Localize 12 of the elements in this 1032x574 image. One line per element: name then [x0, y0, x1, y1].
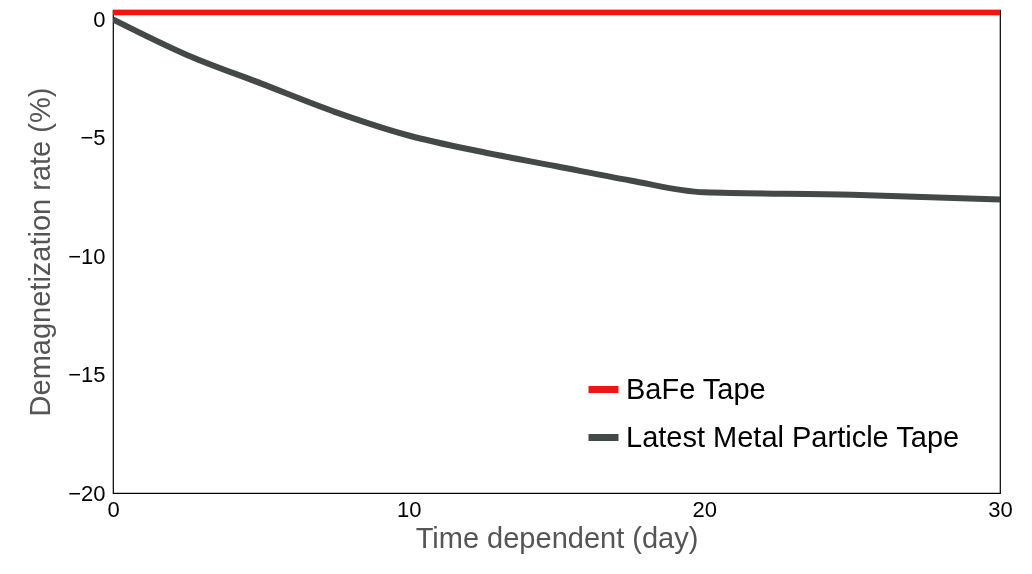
y-tick-label: −10 [68, 243, 106, 269]
y-tick-label: −15 [68, 362, 106, 388]
y-tick-label: 0 [93, 6, 106, 32]
x-tick-label: 10 [396, 496, 422, 522]
legend-label: Latest Metal Particle Tape [626, 420, 960, 453]
y-axis-title: Demagnetization rate (%) [24, 87, 57, 417]
y-tick-label: −20 [68, 480, 106, 506]
y-tick-label: −5 [80, 125, 106, 151]
legend-label: BaFe Tape [626, 372, 766, 405]
x-tick-label: 30 [988, 496, 1013, 522]
x-axis-title: Time dependent (day) [415, 521, 699, 554]
x-tick-label: 20 [692, 496, 718, 522]
